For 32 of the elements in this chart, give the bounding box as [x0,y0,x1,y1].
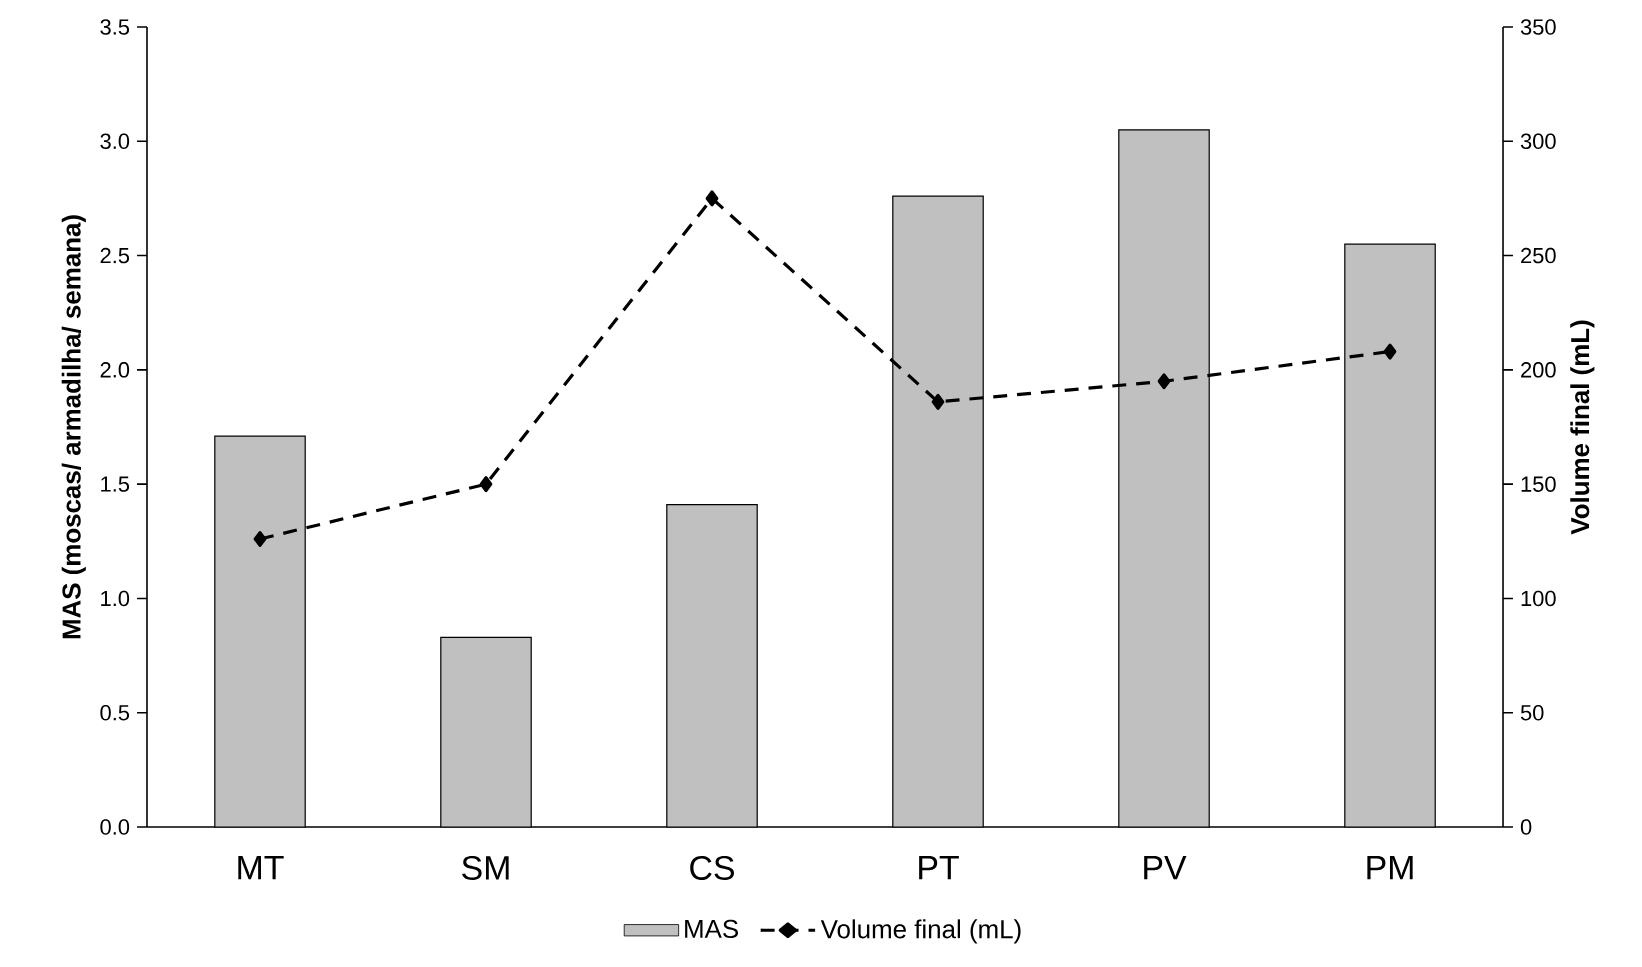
y2-tick-label: 50 [1520,704,1544,721]
y-tick-label: 2.5 [100,247,130,264]
point [1157,373,1171,390]
y2-tick-label: 200 [1521,362,1556,378]
point [479,476,493,493]
y2-axis-title: Volume final (mL) [1570,320,1595,535]
y-tick-label: 1.5 [101,476,130,492]
y-tick-label: 0.0 [100,819,130,835]
y2-tick-label: 300 [1520,133,1556,150]
point [931,393,945,410]
x-tick-label: PM [1367,855,1413,880]
y2-tick-label: 350 [1520,19,1556,35]
y-tick-label: 2.0 [100,362,130,378]
point [1383,343,1397,360]
y-axis-title: MAS (moscas/ armadilha/ semana) [61,215,86,639]
y2-tick-label: 250 [1521,247,1556,264]
legend-label: MAS [685,919,738,939]
y-tick-label: 0.5 [100,704,130,721]
y2-tick-label: 150 [1521,476,1556,492]
x-tick-label: CS [690,855,734,880]
y2-tick-label: 100 [1521,590,1556,607]
x-tick-label: PT [919,855,959,880]
x-tick-label: MT [238,855,284,880]
point [253,531,267,547]
legend-label: Volume final (mL) [820,919,1021,944]
y-tick-label: 1.0 [101,590,130,607]
x-tick-label: SM [462,855,509,880]
y-tick-label: 3.5 [100,19,130,35]
y2-tick-label: 0 [1520,819,1532,835]
x-tick-label: PV [1144,855,1187,880]
point [705,190,719,207]
y-tick-label: 3.0 [100,133,130,150]
